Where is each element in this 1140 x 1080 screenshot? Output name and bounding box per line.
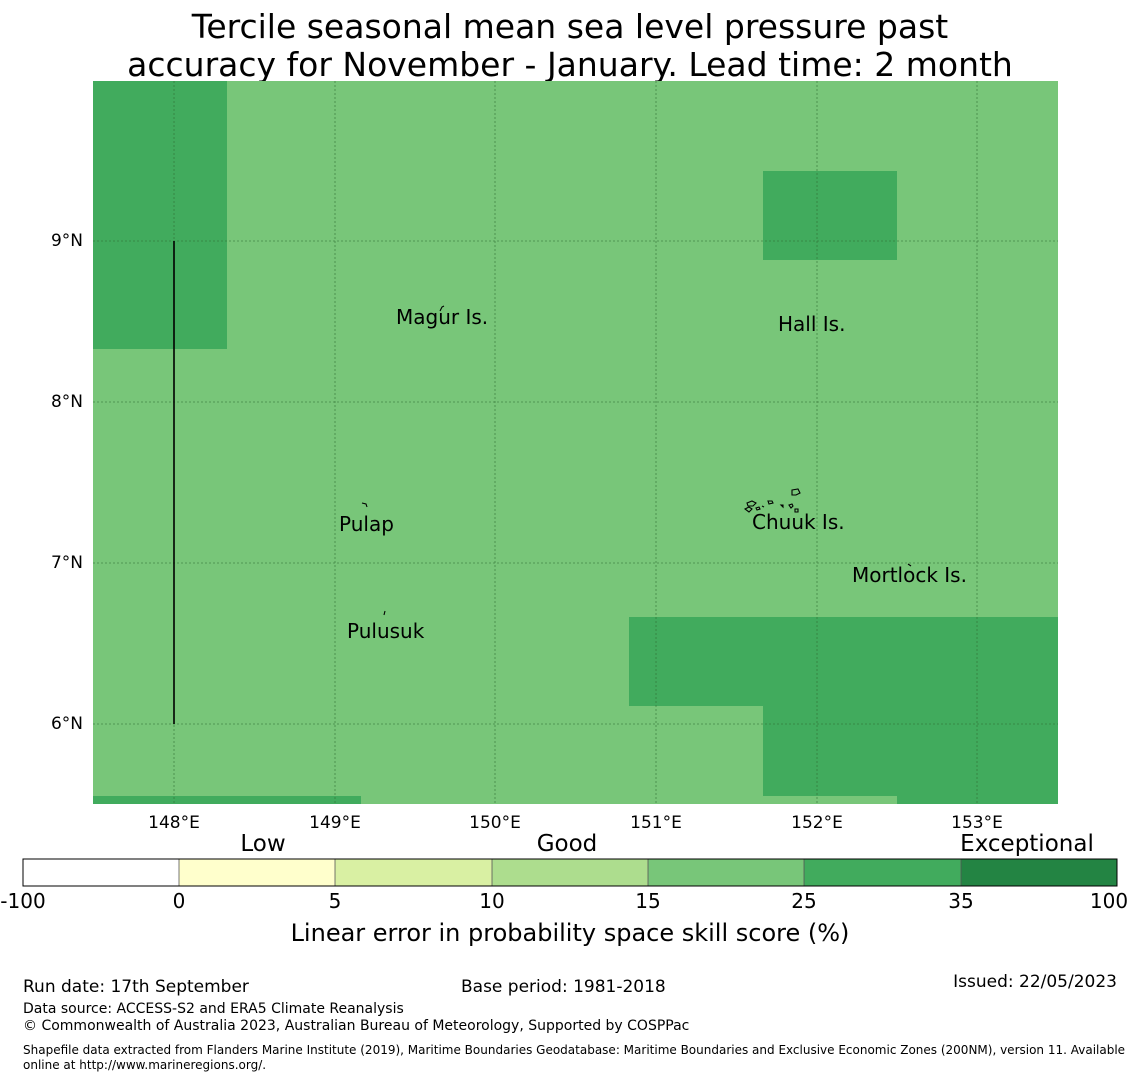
chuuk-lagoon-outline — [791, 488, 801, 496]
colorbar-segment-6 — [804, 859, 961, 886]
issued-date: Issued: 22/05/2023 — [953, 972, 1117, 992]
colorbar-tick-35: 35 — [948, 889, 974, 913]
chuuk-island-g — [779, 504, 784, 509]
colorbar-tick-100: 100 — [1089, 889, 1129, 913]
place-label-hall: Hall Is. — [778, 312, 846, 336]
shapefile-credit-line-1: Shapefile data extracted from Flanders M… — [23, 1043, 1126, 1057]
colorbar-tick-5: 5 — [328, 889, 342, 913]
colorbar-word-low: Low — [240, 831, 286, 857]
colorbar-segment-5 — [648, 859, 804, 886]
colorbar — [22, 858, 1118, 887]
mortlock-island-outline — [907, 563, 912, 567]
colorbar-word-good: Good — [536, 831, 598, 857]
pulap-island-outline — [361, 502, 368, 508]
chuuk-island-h — [761, 505, 765, 508]
lon-label-151e: 151°E — [630, 813, 682, 833]
lon-label-148e: 148°E — [148, 813, 200, 833]
chuuk-island-f — [794, 508, 799, 513]
colorbar-segment-1 — [23, 859, 179, 886]
chuuk-island-e — [788, 503, 794, 509]
skill-block-northwest — [93, 81, 227, 349]
place-label-mortlock: Mortlock Is. — [852, 563, 967, 587]
base-period: Base period: 1981-2018 — [461, 977, 666, 997]
place-label-chuuk: Chuuk Is. — [752, 510, 845, 534]
colorbar-tick-0: 0 — [172, 889, 186, 913]
chuuk-island-c — [767, 500, 774, 505]
skill-block-south-edge — [93, 796, 361, 804]
skill-block-southeast — [629, 617, 1058, 804]
colorbar-word-exceptional: Exceptional — [960, 831, 1094, 857]
chuuk-island-d — [755, 506, 761, 511]
chuuk-island-b — [743, 506, 753, 513]
lat-label-7n: 7°N — [50, 553, 83, 573]
place-label-magur: Magur Is. — [396, 305, 489, 329]
pulusuk-island-outline — [383, 610, 386, 616]
island-outlines — [361, 305, 912, 616]
colorbar-tick-minus100: -100 — [0, 889, 46, 913]
colorbar-frame — [22, 858, 1118, 887]
colorbar-tick-15: 15 — [635, 889, 661, 913]
colorbar-axis-label: Linear error in probability space skill … — [290, 919, 850, 947]
colorbar-segment-3 — [335, 859, 492, 886]
gridlines — [93, 81, 1058, 804]
lat-label-8n: 8°N — [50, 392, 83, 412]
lon-label-150e: 150°E — [469, 813, 521, 833]
lon-label-152e: 152°E — [791, 813, 843, 833]
colorbar-segment-7 — [961, 859, 1117, 886]
magur-island-outline — [439, 305, 445, 312]
colorbar-dividers — [178, 859, 962, 886]
place-label-pulap: Pulap — [339, 512, 394, 536]
lat-label-9n: 9°N — [50, 231, 83, 251]
copyright-notice: © Commonwealth of Australia 2023, Austra… — [23, 1018, 690, 1034]
colorbar-segment-4 — [492, 859, 648, 886]
chuuk-island-a — [746, 500, 757, 507]
colorbar-tick-10: 10 — [479, 889, 505, 913]
lon-label-153e: 153°E — [951, 813, 1003, 833]
shapefile-credit-line-2: online at http://www.marineregions.org/. — [23, 1058, 267, 1072]
place-label-pulusuk: Pulusuk — [347, 619, 425, 643]
colorbar-segment-2 — [179, 859, 335, 886]
lon-label-149e: 149°E — [309, 813, 361, 833]
title-line-2: accuracy for November - January. Lead ti… — [127, 45, 1013, 84]
run-date: Run date: 17th September — [23, 977, 249, 997]
title-line-1: Tercile seasonal mean sea level pressure… — [191, 7, 949, 46]
data-source: Data source: ACCESS-S2 and ERA5 Climate … — [23, 1001, 404, 1017]
skill-block-northeast — [763, 171, 897, 260]
lat-label-6n: 6°N — [50, 714, 83, 734]
colorbar-tick-25: 25 — [791, 889, 817, 913]
